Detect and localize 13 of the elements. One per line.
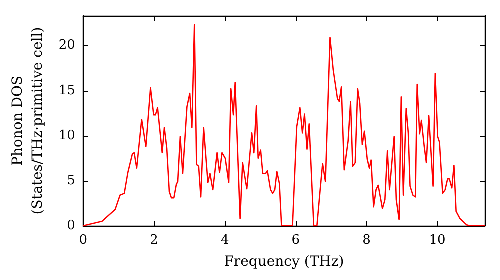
y-tick-label: 20 (58, 38, 76, 54)
y-axis-title: Phonon DOS (States/THz·primitive cell) (10, 27, 46, 215)
x-tick-label: 2 (150, 233, 158, 248)
y-tick-label: 15 (58, 83, 76, 98)
x-tick-label: 8 (362, 233, 371, 248)
y-tick-label: 0 (67, 218, 76, 234)
x-tick-label: 4 (220, 233, 230, 248)
x-tick-label: 10 (429, 233, 446, 248)
x-tick-label: 6 (292, 233, 300, 248)
x-tick-label: 0 (79, 233, 88, 248)
y-tick-label: 5 (67, 173, 76, 188)
x-axis-title: Frequency (THz) (224, 254, 344, 270)
y-tick-label: 10 (58, 128, 76, 144)
